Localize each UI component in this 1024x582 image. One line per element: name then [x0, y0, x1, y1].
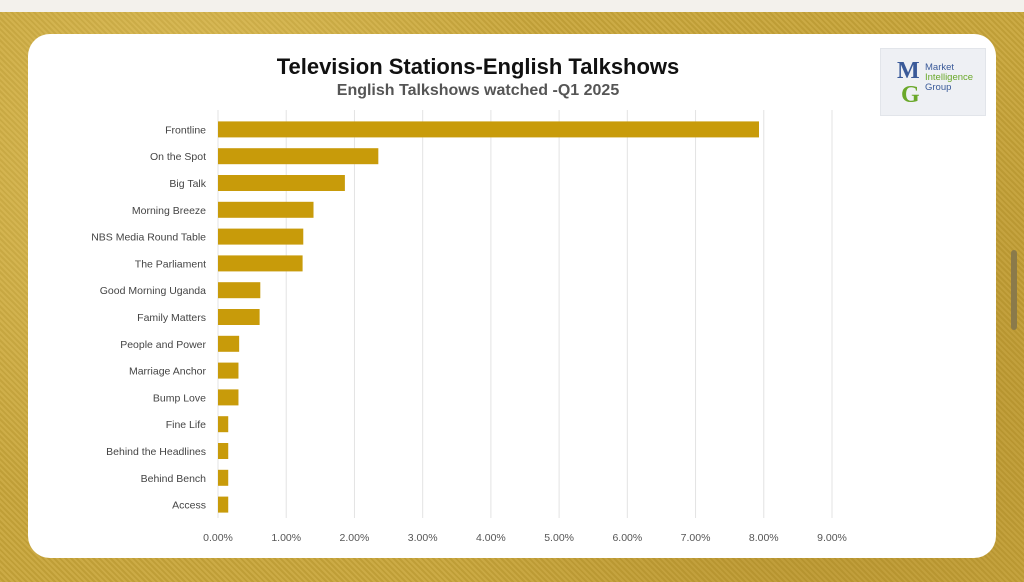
category-label: Frontline [165, 124, 206, 136]
x-tick-label: 8.00% [749, 532, 779, 544]
bar [218, 335, 240, 352]
x-tick-label: 5.00% [544, 532, 574, 544]
category-label: Access [172, 500, 206, 512]
mg-logo-icon: M G [897, 58, 920, 108]
bar [218, 389, 239, 406]
bar [218, 255, 303, 272]
bar [218, 469, 229, 486]
bar [218, 416, 229, 433]
category-label: Behind Bench [141, 473, 207, 485]
bar [218, 362, 239, 379]
bar [218, 443, 229, 459]
category-label: Fine Life [166, 419, 206, 431]
category-label: Family Matters [137, 312, 206, 324]
x-tick-label: 2.00% [340, 532, 370, 544]
x-tick-label: 4.00% [476, 532, 506, 544]
scrollbar-thumb[interactable] [1011, 250, 1017, 330]
chart-title: Television Stations-English Talkshows [276, 54, 680, 79]
category-label: Morning Breeze [132, 205, 206, 217]
category-label: Behind the Headlines [106, 446, 206, 458]
logo-wordmark: Market Intelligence Group [925, 63, 983, 93]
svg-text:M: M [897, 58, 920, 84]
logo-line-2: Intelligence [925, 72, 974, 83]
bar [218, 201, 314, 218]
bar [218, 148, 379, 165]
top-strip [0, 0, 1024, 12]
category-label: Big Talk [169, 178, 206, 190]
category-label: Marriage Anchor [129, 366, 207, 378]
x-tick-label: 6.00% [612, 532, 642, 544]
chart-card: 0.00% 1.00% 2.00% 3.00% 4.00% 5.00% 6.00% 7.00%… [28, 34, 996, 558]
x-tick-label: 9.00% [817, 532, 847, 544]
category-label: Bump Love [153, 392, 206, 404]
bar [218, 309, 260, 325]
category-label: NBS Media Round Table [91, 232, 206, 244]
logo-line-3: Group [925, 82, 952, 93]
bar [218, 228, 304, 245]
category-label: On the Spot [150, 151, 206, 163]
x-tick-label: 7.00% [681, 532, 711, 544]
category-label: People and Power [120, 339, 206, 351]
bar [218, 282, 261, 299]
x-tick-label: 0.00% [203, 532, 233, 544]
bar-chart: 0.00% 1.00% 2.00% 3.00% 4.00% 5.00% 6.00% 7.00%… [91, 110, 847, 544]
x-tick-label: 3.00% [408, 532, 438, 544]
category-label: Good Morning Uganda [100, 285, 206, 297]
company-logo: M G Market Intelligence Group [880, 48, 986, 116]
svg-text:G: G [901, 82, 920, 108]
chart-subtitle: English Talkshows watched -Q1 2025 [336, 82, 620, 99]
logo-line-1: Market [925, 62, 955, 73]
bar [218, 496, 229, 513]
bar [218, 121, 760, 138]
category-label: The Parliament [135, 258, 206, 270]
x-tick-label: 1.00% [271, 532, 301, 544]
bar [218, 175, 345, 191]
